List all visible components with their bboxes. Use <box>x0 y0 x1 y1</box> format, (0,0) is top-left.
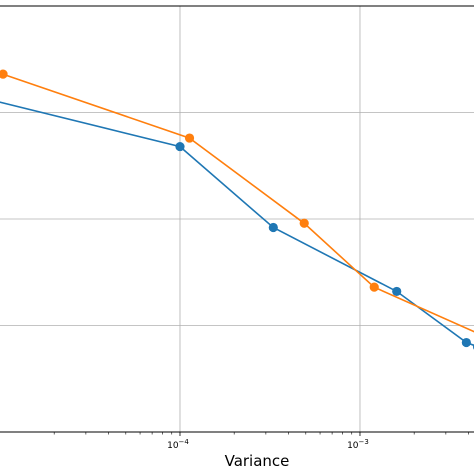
data-point <box>184 133 195 143</box>
x-axis-ticks: 10−4 10−3 <box>53 432 469 451</box>
data-point <box>392 286 402 297</box>
series-layer <box>0 69 474 350</box>
series-2 <box>0 69 474 333</box>
x-tick-label: 10−4 <box>167 438 189 451</box>
data-point <box>268 222 278 233</box>
data-point <box>299 218 309 228</box>
grid-lines <box>0 5 474 432</box>
series-line <box>2 73 474 333</box>
series-1 <box>0 101 474 350</box>
data-point <box>0 69 8 79</box>
data-point <box>369 282 379 292</box>
data-point <box>461 337 471 348</box>
x-tick-label: 10−3 <box>347 438 369 451</box>
x-axis-label: Variance <box>225 452 290 470</box>
series-line <box>0 101 474 347</box>
data-point <box>175 141 185 152</box>
plot-frame <box>0 5 474 433</box>
